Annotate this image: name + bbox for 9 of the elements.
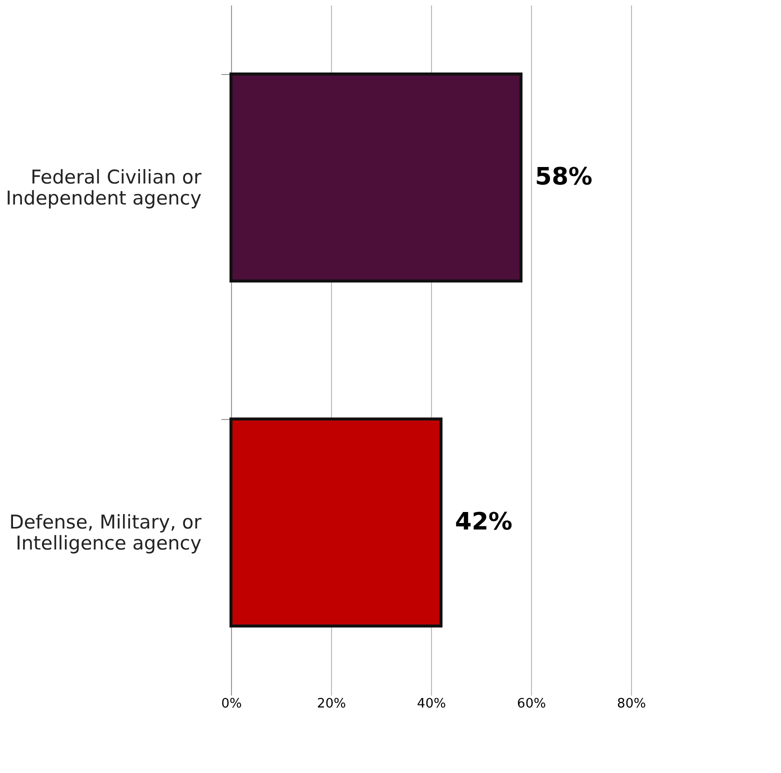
- data-label: 42%: [455, 508, 512, 536]
- x-tick-label: 60%: [517, 696, 546, 712]
- y-tick-label: Federal Civilian or Independent agency: [6, 166, 202, 210]
- x-tick-label: 20%: [317, 696, 346, 712]
- y-tick-label: Defense, Military, or Intelligence agency: [9, 512, 202, 554]
- x-tick-label: 40%: [417, 696, 446, 712]
- data-label: 58%: [535, 162, 592, 190]
- x-tick-label: 0%: [221, 696, 242, 712]
- x-tick-label: 80%: [617, 696, 646, 712]
